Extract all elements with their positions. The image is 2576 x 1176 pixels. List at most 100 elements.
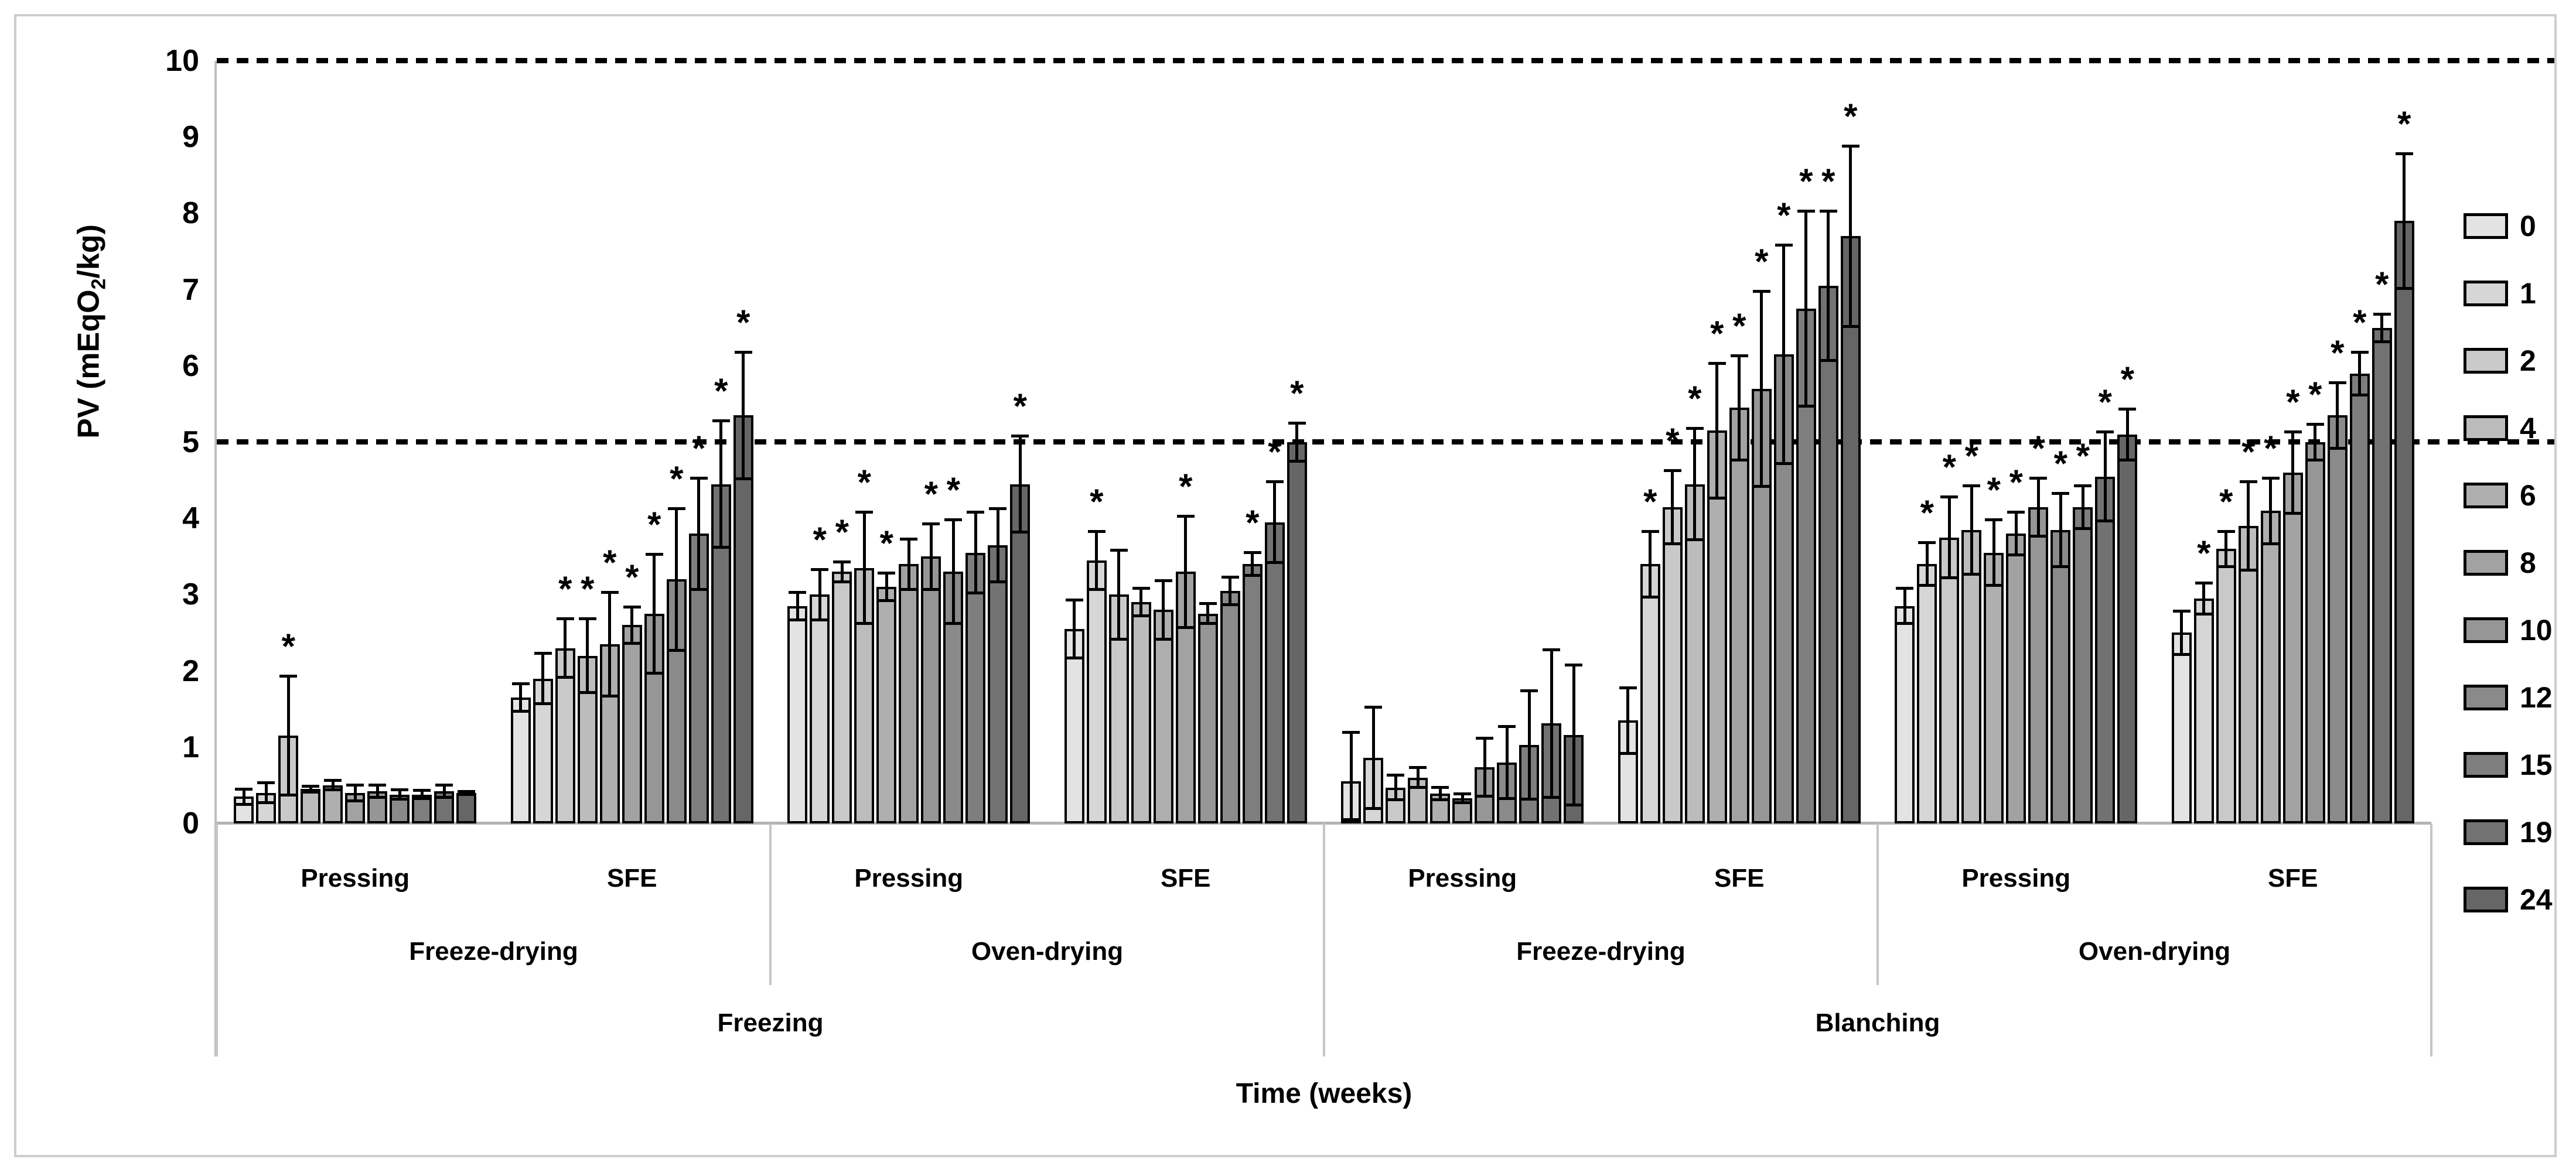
error-bar-cap-top (1409, 766, 1427, 770)
error-bar-cap-bottom (789, 618, 807, 621)
bar-week-2 (1662, 507, 1683, 823)
error-bar-cap-top (690, 476, 708, 480)
error-bar-cap-bottom (458, 793, 476, 796)
error-bar-cap-top (1387, 774, 1405, 777)
error-bar-cap-bottom (1520, 797, 1538, 801)
error-bar-cap-bottom (690, 587, 708, 591)
significance-asterisk: * (2286, 382, 2300, 422)
error-bar (519, 682, 523, 713)
y-tick-label-3: 3 (182, 577, 199, 612)
error-bar-cap-bottom (1199, 622, 1217, 625)
bar-week-6 (1984, 553, 2004, 823)
error-bar-cap-top (235, 787, 253, 791)
error-bar-cap-top (511, 682, 530, 686)
error-bar-cap-top (855, 511, 874, 514)
bar-week-12 (2327, 415, 2348, 823)
error-bar-cap-bottom (1409, 786, 1427, 789)
error-bar-cap-top (1730, 354, 1748, 358)
y-tick-label-7: 7 (182, 272, 199, 307)
bar-week-4 (2238, 526, 2258, 823)
legend-swatch-week-1 (2464, 281, 2508, 306)
error-bar-cap-top (623, 605, 641, 608)
bar-week-19 (1264, 522, 1285, 823)
error-bar (719, 419, 723, 549)
significance-asterisk: * (736, 302, 750, 342)
bar-week-2 (1939, 538, 1960, 823)
error-bar-cap-bottom (1686, 538, 1704, 542)
error-bar-cap-bottom (1641, 595, 1659, 599)
error-bar-cap-top (1176, 514, 1195, 518)
error-bar (907, 537, 910, 591)
error-bar-cap-top (2217, 529, 2235, 533)
error-bar (1505, 725, 1509, 800)
error-bar (1760, 289, 1763, 488)
error-bar-cap-bottom (1110, 637, 1128, 641)
error-bar-cap-top (1797, 209, 1815, 213)
error-bar-cap-top (667, 507, 685, 510)
error-bar-cap-top (1686, 426, 1704, 430)
legend-label-week-2: 2 (2520, 344, 2536, 377)
error-bar-cap-bottom (967, 592, 985, 595)
y-tick-label-1: 1 (182, 730, 199, 764)
error-bar-cap-top (2074, 484, 2092, 487)
error-bar (608, 590, 612, 698)
error-bar-cap-bottom (1498, 796, 1516, 800)
error-bar-cap-bottom (2261, 542, 2280, 545)
separator-pretreatment (1323, 823, 1325, 1057)
error-bar-cap-top (556, 617, 574, 621)
x-label-extraction-6: Pressing (1961, 864, 2071, 893)
error-bar-cap-top (578, 617, 596, 621)
error-bar (974, 511, 977, 595)
bar-week-15 (1242, 564, 1263, 823)
error-bar-cap-bottom (1940, 576, 1959, 580)
error-bar-cap-bottom (257, 801, 275, 805)
error-bar (885, 572, 888, 603)
significance-asterisk: * (1290, 373, 1304, 413)
error-bar (1073, 598, 1076, 660)
error-bar (951, 518, 955, 625)
error-bar-cap-top (645, 552, 663, 556)
error-bar (1715, 362, 1719, 500)
x-label-drying-1: Oven-drying (971, 937, 1124, 966)
x-label-drying-2: Freeze-drying (1516, 937, 1686, 966)
significance-asterisk: * (281, 627, 295, 666)
error-bar (840, 560, 844, 583)
error-bar-cap-top (257, 781, 275, 785)
error-bar (996, 507, 999, 583)
bar-week-19 (1818, 286, 1838, 823)
error-bar-cap-bottom (324, 788, 342, 792)
legend-label-week-1: 1 (2520, 277, 2536, 310)
error-bar (2336, 381, 2339, 450)
significance-asterisk: * (625, 557, 639, 597)
error-bar (1925, 541, 1929, 587)
error-bar-cap-bottom (346, 799, 364, 802)
error-bar-cap-top (2029, 476, 2048, 480)
significance-asterisk: * (2009, 463, 2023, 502)
x-label-drying-3: Oven-drying (2078, 937, 2231, 966)
error-bar-cap-top (967, 511, 985, 514)
bar-week-24 (2117, 435, 2138, 823)
error-bar (1117, 549, 1121, 641)
y-axis-line (214, 61, 217, 1057)
error-bar (1782, 244, 1786, 466)
legend-label-week-19: 19 (2520, 816, 2553, 849)
y-tick-label-6: 6 (182, 348, 199, 383)
significance-asterisk: * (714, 371, 728, 411)
error-bar (1649, 529, 1652, 599)
error-bar-cap-top (1288, 421, 1306, 425)
error-bar-cap-bottom (1918, 584, 1936, 587)
legend-swatch-week-8 (2464, 550, 2508, 576)
significance-asterisk: * (581, 569, 595, 609)
significance-asterisk: * (2308, 375, 2322, 415)
error-bar-cap-top (1154, 579, 1172, 583)
error-bar-cap-top (2118, 408, 2137, 411)
error-bar-cap-top (534, 652, 552, 655)
error-bar-cap-top (1708, 362, 1726, 365)
error-bar-cap-top (1985, 518, 2003, 522)
legend-swatch-week-10 (2464, 617, 2508, 643)
error-bar-cap-top (324, 779, 342, 782)
bar-week-6 (1153, 610, 1173, 823)
error-bar (2081, 484, 2084, 530)
error-bar (2103, 430, 2107, 522)
